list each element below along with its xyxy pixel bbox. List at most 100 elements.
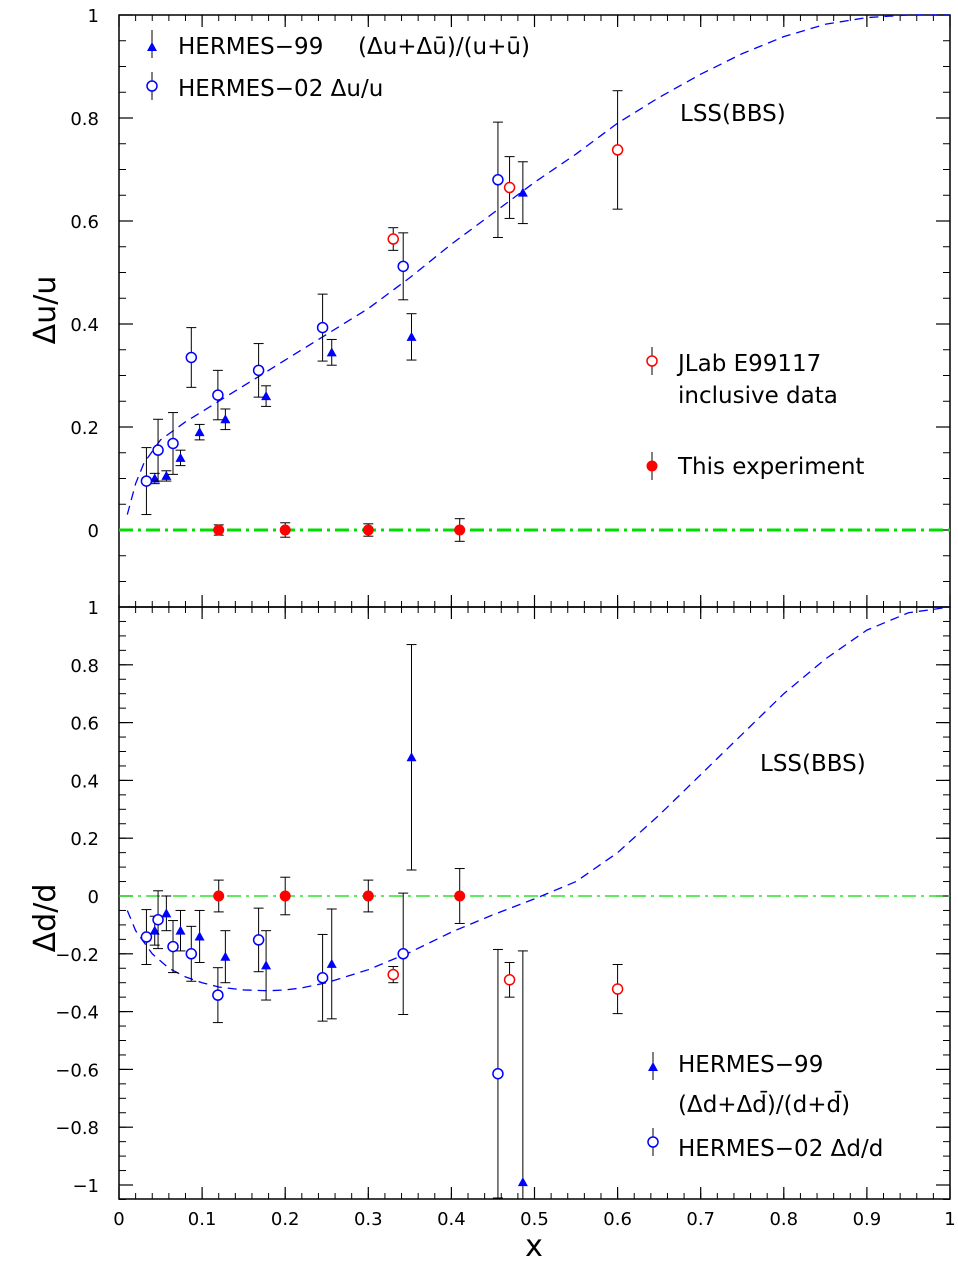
x-axis-title: x <box>525 1229 543 1263</box>
top-panel-curve <box>119 14 950 532</box>
top-point-this-experiment <box>362 523 374 537</box>
open-circle-marker <box>167 940 179 953</box>
triangle-marker <box>326 958 337 968</box>
filled-circle-marker <box>279 890 291 902</box>
bottom-point-hermes-99 <box>175 909 186 952</box>
top-lss-curve <box>126 14 950 515</box>
bottom-point-this-experiment <box>454 868 466 924</box>
open-circle-marker <box>492 1067 504 1080</box>
bottom-point-hermes-99 <box>517 950 528 1200</box>
top-point-hermes-99 <box>326 338 337 366</box>
top-point-hermes-99 <box>406 313 417 361</box>
bottom-y-tick-label: −1 <box>72 1176 99 1197</box>
x-tick-label: 0.4 <box>437 1209 466 1230</box>
x-tick-label: 0.1 <box>188 1209 217 1230</box>
bottom-point-hermes-99 <box>220 930 231 984</box>
top-point-hermes-99 <box>261 385 272 407</box>
triangle-marker <box>175 925 186 935</box>
bottom-point-hermes-99 <box>194 909 205 963</box>
bottom-point-hermes-99 <box>261 930 272 1001</box>
top-legend-hermes99-formula: (Δu+Δū)/(u+ū) <box>358 34 530 60</box>
top-panel-frame <box>118 14 951 608</box>
open-circle-marker <box>185 948 198 960</box>
triangle-marker <box>161 908 172 918</box>
triangle-marker <box>149 473 160 483</box>
bottom-panel: 0 0.1 0.2 0.3 0.4 0.5 0.6 0.7 0.8 0.9 1 −1 −0.8 −0.6 −… <box>28 598 956 1230</box>
top-point-jlab-e99117 <box>387 227 399 251</box>
top-point-jlab-e99117 <box>503 156 516 219</box>
bottom-y-axis-title: Δd/d <box>28 884 63 953</box>
top-point-hermes-02 <box>167 412 179 475</box>
top-legend-jlab-line2: inclusive data <box>678 383 838 409</box>
x-tick-label: 0.6 <box>603 1209 632 1230</box>
bottom-legend-triangle-marker <box>648 1062 658 1071</box>
filled-circle-marker <box>213 524 225 536</box>
bottom-point-hermes-02 <box>140 909 153 965</box>
open-circle-marker <box>140 931 153 943</box>
top-legend-hermes02-label: HERMES−02 Δu/u <box>178 76 383 102</box>
open-circle-marker <box>152 913 164 926</box>
bottom-point-hermes-02 <box>167 920 179 974</box>
bottom-y-tick-label: −0.8 <box>55 1118 99 1139</box>
bottom-point-jlab-e99117 <box>503 961 516 998</box>
top-legend: HERMES−99 (Δu+Δū)/(u+ū) HERMES−02 Δu/u J… <box>146 30 864 480</box>
triangle-marker <box>517 187 528 197</box>
top-point-hermes-02 <box>252 343 265 398</box>
top-point-hermes-02 <box>492 121 504 238</box>
bottom-y-tick-label: 0.6 <box>70 714 99 735</box>
filled-circle-marker <box>213 890 225 902</box>
bottom-point-hermes-02 <box>185 925 198 982</box>
bottom-y-tick-label-top: 1 <box>88 598 99 619</box>
bottom-lss-curve <box>126 606 951 992</box>
bottom-point-hermes-99 <box>326 908 337 1020</box>
x-tick-label: 0.9 <box>853 1209 882 1230</box>
top-point-hermes-02 <box>397 232 409 301</box>
triangle-marker <box>161 470 172 480</box>
top-point-hermes-02 <box>316 293 329 362</box>
top-legend-jlab-line1: JLab E99117 <box>676 351 821 377</box>
open-circle-marker <box>152 444 164 456</box>
bottom-y-tick-label: 0 <box>88 887 99 908</box>
top-legend-this-experiment-label: This experiment <box>677 454 864 480</box>
top-y-tick-label: 0.8 <box>70 109 99 130</box>
bottom-point-this-experiment <box>362 879 374 913</box>
top-point-this-experiment <box>279 522 291 538</box>
bottom-panel-points <box>140 644 624 1200</box>
top-point-jlab-e99117 <box>611 90 624 210</box>
bottom-point-hermes-99 <box>161 895 172 932</box>
x-tick-label: 0 <box>113 1209 124 1230</box>
triangle-marker <box>149 925 160 935</box>
open-circle-marker <box>397 260 409 273</box>
top-y-axis-title: Δu/u <box>28 276 63 345</box>
open-circle-marker <box>212 389 224 401</box>
top-legend-jlab-marker <box>646 355 658 367</box>
x-tick-label: 0.2 <box>271 1209 300 1230</box>
bottom-legend-hermes99-formula: (Δd+Δd̄)/(d+d̄) <box>678 1090 850 1118</box>
bottom-point-hermes-02 <box>492 948 504 1199</box>
open-circle-marker <box>492 174 504 186</box>
top-legend-jlab: JLab E99117 inclusive data <box>646 347 838 409</box>
open-circle-marker <box>140 475 153 487</box>
bottom-y-tick-label: −0.4 <box>55 1003 99 1024</box>
open-circle-marker <box>503 974 516 986</box>
bottom-point-jlab-e99117 <box>387 966 399 984</box>
triangle-marker <box>261 960 272 970</box>
triangle-marker <box>261 391 272 401</box>
open-circle-marker <box>387 233 399 245</box>
bottom-point-this-experiment <box>279 876 291 916</box>
open-circle-marker <box>397 948 409 960</box>
filled-circle-marker <box>454 890 466 902</box>
top-point-hermes-02 <box>185 327 198 388</box>
top-y-tick-label: 1 <box>88 6 99 27</box>
open-circle-marker <box>387 968 399 981</box>
open-circle-marker <box>167 437 179 450</box>
top-legend-hermes99: HERMES−99 (Δu+Δū)/(u+ū) <box>147 30 530 60</box>
x-tick-label: 1 <box>944 1209 955 1230</box>
open-circle-marker <box>611 983 624 995</box>
bottom-point-hermes-02 <box>316 933 329 1022</box>
bottom-panel-curve <box>119 606 951 992</box>
triangle-marker <box>406 331 417 341</box>
top-legend-open-circle-marker <box>146 80 158 92</box>
top-legend-hermes99-name: HERMES−99 <box>178 34 323 60</box>
